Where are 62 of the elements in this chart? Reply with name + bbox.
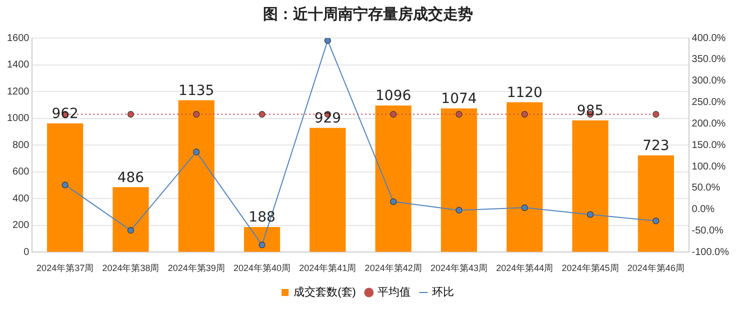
y2-tick-label: 0.0% [692,204,715,216]
y2-tick-label: 350.0% [692,54,726,66]
y2-tick-label: 200.0% [692,118,726,130]
bar [638,155,674,252]
bar [572,120,608,252]
point [390,198,397,205]
data-label: 1096 [376,88,412,104]
data-label: 985 [576,102,604,119]
legend-label: 平均值 [377,286,410,299]
data-label: 1135 [178,82,214,99]
x-tick-label: 2024年第46周 [627,263,684,274]
y-tick-label: 1200 [6,86,30,98]
y2-tick-label: 400.0% [692,32,726,44]
x-tick-label: 2024年第41周 [299,263,356,274]
y-tick-label: 1000 [6,113,30,124]
bar [178,100,214,252]
chart-title: 图：近十周南宁存量房成交走势 [263,5,473,24]
point [324,38,331,44]
x-tick-label: 2024年第42周 [364,263,422,274]
x-tick-label: 2024年第37周 [36,263,94,274]
bar [310,128,346,252]
data-label: 723 [642,138,670,154]
y-tick-label: 400 [12,193,30,204]
point [652,218,660,224]
y2-tick-label: -50.0% [692,226,724,237]
bar [375,105,412,252]
point [258,242,266,248]
bar [244,227,280,252]
x-tick-label: 2024年第44周 [496,263,554,274]
point [456,206,462,214]
data-label: 486 [117,170,144,186]
legend-label: 成交套数(套) [294,286,356,299]
y2-tick-label: 150.0% [692,140,726,151]
x-tick-label: 2024年第39周 [168,263,225,274]
x-tick-label: 2024年第45周 [562,263,619,274]
y2-tick-label: 50.0% [692,182,720,194]
y2-tick-label: 300.0% [692,76,726,87]
point [193,148,200,156]
data-label: 1120 [506,84,542,101]
point [586,211,594,218]
bar [506,102,543,252]
data-label: 1074 [441,91,477,108]
bar [440,108,478,252]
point [62,182,68,188]
y-tick-label: 800 [12,140,30,151]
legend-label: 环比 [432,286,454,299]
y-tick-label: 1600 [6,32,30,44]
y-tick-label: 0 [24,246,30,258]
point [127,227,134,234]
data-label: 929 [314,110,342,126]
y-tick-label: 1400 [6,60,30,71]
y-tick-label: 200 [12,220,30,232]
y2-tick-label: -100.0% [692,246,730,258]
y2-tick-label: 250.0% [692,97,726,108]
bar [112,187,149,252]
y-tick-label: 600 [12,166,30,178]
bar [47,123,84,252]
x-tick-label: 2024年第38周 [102,263,160,274]
x-tick-label: 2024年第40周 [234,263,291,274]
y2-tick-label: 100.0% [692,161,726,172]
point [521,204,528,211]
x-tick-label: 2024年第43周 [430,263,488,274]
